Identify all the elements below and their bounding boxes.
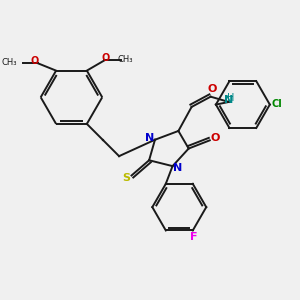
Text: O: O [102,53,110,63]
Text: CH₃: CH₃ [118,55,133,64]
Text: N: N [173,163,182,172]
Text: O: O [207,84,217,94]
Text: N: N [145,133,154,143]
Text: O: O [31,56,39,66]
Text: CH₃: CH₃ [1,58,17,67]
Text: H: H [226,93,234,103]
Text: O: O [210,133,219,143]
Text: Cl: Cl [272,99,283,109]
Text: F: F [190,232,198,242]
Text: N: N [224,95,233,105]
Text: S: S [122,173,130,183]
